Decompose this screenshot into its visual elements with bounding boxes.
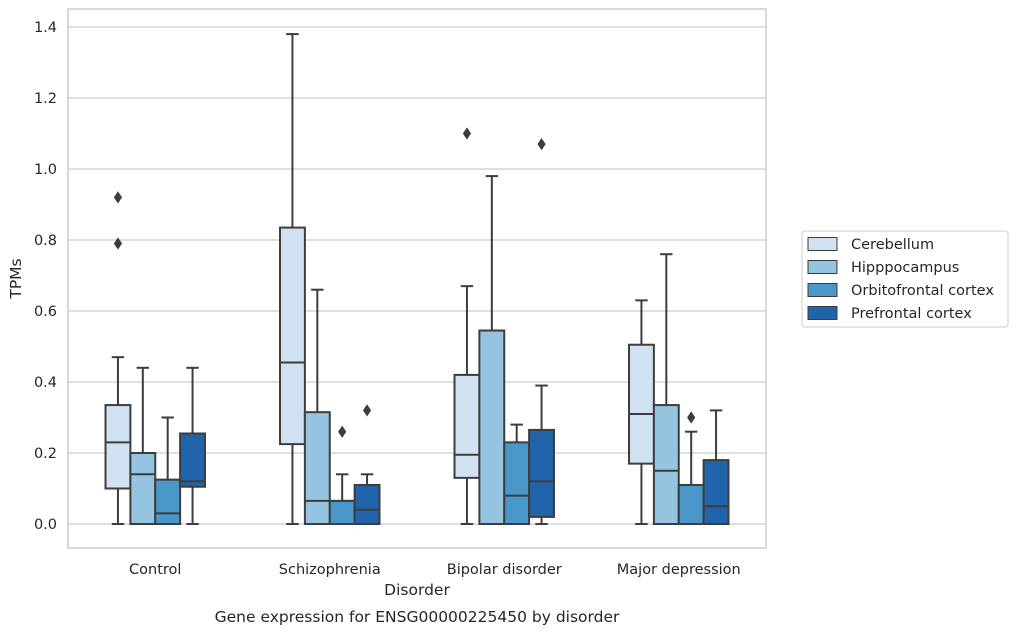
box-group bbox=[478, 175, 506, 525]
x-tick-label: Schizophrenia bbox=[279, 562, 381, 578]
legend-entry: Orbitofrontal cortex bbox=[807, 283, 994, 299]
x-tick-label: Bipolar disorder bbox=[447, 562, 562, 578]
y-tick-label: 0.6 bbox=[34, 304, 57, 320]
x-axis-label: Disorder bbox=[384, 581, 450, 599]
box bbox=[528, 428, 555, 518]
x-axis-ticks: Control Schizophrenia Bipolar disorder Majo… bbox=[129, 562, 741, 578]
box bbox=[129, 452, 157, 525]
legend-swatch bbox=[807, 237, 838, 251]
box bbox=[353, 483, 381, 526]
box bbox=[677, 483, 705, 526]
legend-entry: Prefrontal cortex bbox=[807, 306, 972, 322]
box-group bbox=[303, 288, 331, 525]
legend-entry: Cerebellum bbox=[807, 237, 934, 253]
box-group bbox=[129, 366, 157, 525]
y-tick-label: 0.2 bbox=[34, 446, 57, 462]
legend-entry: Hipppocampus bbox=[807, 260, 959, 276]
y-axis-label: TPMs bbox=[7, 258, 25, 299]
box bbox=[179, 432, 206, 488]
box-group bbox=[154, 416, 182, 525]
box bbox=[652, 404, 680, 526]
box-group bbox=[702, 409, 730, 526]
box-group bbox=[353, 404, 381, 526]
box bbox=[702, 459, 730, 526]
outlier-point bbox=[687, 411, 696, 424]
box-group bbox=[677, 411, 705, 526]
legend-label: Cerebellum bbox=[851, 237, 934, 253]
box-group bbox=[104, 191, 132, 525]
box bbox=[503, 441, 531, 526]
y-axis-ticks: 0.0 0.2 0.4 0.6 0.8 1.0 1.2 1.4 bbox=[34, 20, 57, 533]
box-group bbox=[328, 425, 356, 525]
box-group bbox=[528, 138, 555, 525]
box-group bbox=[628, 299, 655, 525]
legend-label: Prefrontal cortex bbox=[851, 306, 972, 322]
y-tick-label: 1.0 bbox=[34, 162, 57, 178]
legend-swatch bbox=[807, 283, 838, 297]
box-group bbox=[453, 127, 481, 525]
box bbox=[303, 411, 331, 525]
box bbox=[328, 499, 356, 525]
outlier-point bbox=[113, 237, 123, 250]
box bbox=[478, 329, 506, 525]
x-tick-label: Control bbox=[129, 562, 181, 578]
legend-label: Hipppocampus bbox=[851, 260, 959, 276]
chart-caption: Gene expression for ENSG00000225450 by d… bbox=[215, 608, 620, 626]
y-tick-label: 0.8 bbox=[34, 233, 57, 249]
y-tick-label: 1.2 bbox=[34, 91, 57, 107]
outlier-point bbox=[338, 425, 347, 438]
box-group bbox=[652, 253, 680, 526]
legend-swatch bbox=[807, 306, 838, 320]
outlier-point bbox=[462, 127, 472, 140]
y-tick-label: 1.4 bbox=[34, 20, 57, 36]
box-group bbox=[279, 33, 306, 525]
y-tick-label: 0.4 bbox=[34, 375, 57, 391]
legend-swatch bbox=[807, 260, 838, 274]
outlier-point bbox=[362, 404, 372, 417]
box-group bbox=[179, 366, 206, 525]
legend-label: Orbitofrontal cortex bbox=[851, 283, 994, 299]
legend-frame bbox=[801, 230, 1009, 328]
outlier-point bbox=[537, 138, 546, 151]
box bbox=[453, 373, 481, 479]
plot-area bbox=[104, 33, 730, 526]
legend: Cerebellum Hipppocampus Orbitofrontal cort… bbox=[801, 230, 1009, 328]
box bbox=[628, 343, 655, 465]
box-group bbox=[503, 423, 531, 526]
plot-frame bbox=[67, 8, 767, 549]
box bbox=[154, 478, 182, 525]
box bbox=[279, 226, 306, 446]
outlier-point bbox=[113, 191, 123, 204]
y-tick-label: 0.0 bbox=[34, 517, 57, 533]
legend-items: Cerebellum Hipppocampus Orbitofrontal cort… bbox=[807, 237, 994, 322]
box bbox=[104, 404, 132, 490]
x-tick-label: Major depression bbox=[617, 562, 741, 578]
